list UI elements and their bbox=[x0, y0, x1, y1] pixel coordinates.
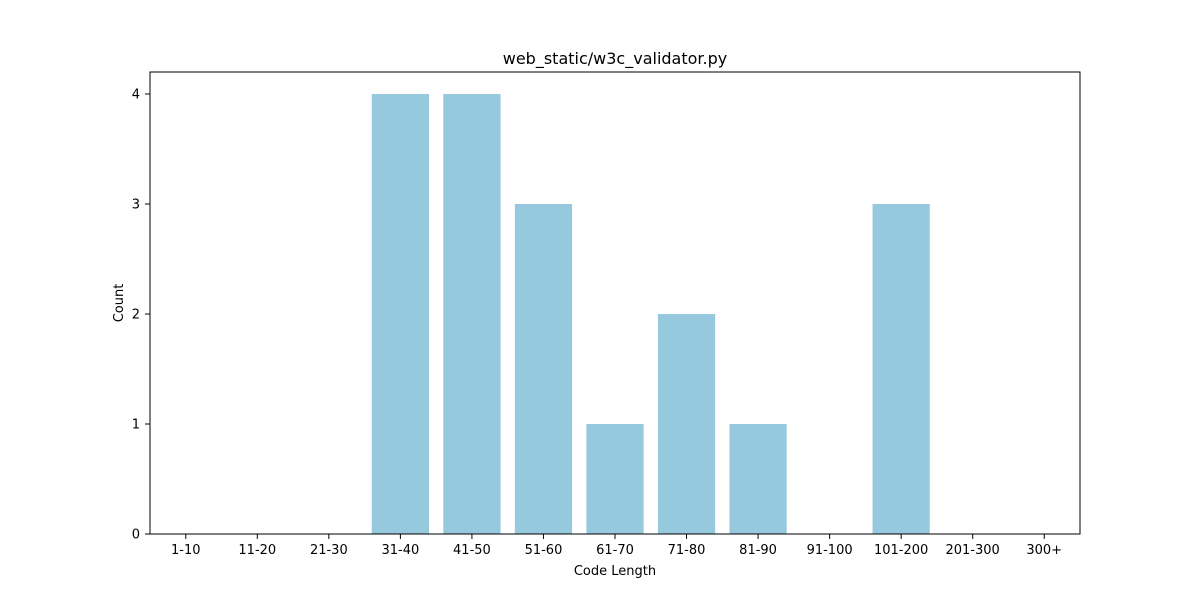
x-tick-label: 101-200 bbox=[874, 543, 928, 558]
x-tick-label: 91-100 bbox=[807, 543, 853, 558]
y-tick-label: 2 bbox=[132, 308, 140, 323]
y-tick-label: 0 bbox=[132, 528, 140, 543]
x-tick-label: 201-300 bbox=[946, 543, 1000, 558]
chart-title: web_static/w3c_validator.py bbox=[503, 49, 727, 69]
bar-61-70 bbox=[586, 424, 644, 534]
y-tick-label: 1 bbox=[132, 418, 140, 433]
bar-71-80 bbox=[657, 314, 716, 534]
plot-area-frame bbox=[149, 71, 1081, 535]
x-tick-label: 41-50 bbox=[453, 543, 491, 558]
x-tick-label: 11-20 bbox=[238, 543, 276, 558]
x-tick-label: 300+ bbox=[1026, 543, 1062, 558]
x-tick-label: 21-30 bbox=[310, 543, 348, 558]
y-axis-ticks: 0 1 2 3 4 bbox=[132, 88, 150, 543]
x-tick-label: 1-10 bbox=[171, 543, 201, 558]
x-axis-label: Code Length bbox=[574, 564, 656, 579]
y-tick-label: 3 bbox=[132, 198, 140, 213]
x-axis-ticks: 1-10 11-20 21-30 31-40 41-50 51-60 61-70 71-80 8… bbox=[171, 534, 1062, 558]
bars-group bbox=[371, 94, 930, 534]
y-tick-label: 4 bbox=[132, 88, 140, 103]
y-axis-label: Count bbox=[112, 284, 127, 323]
bar-41-50 bbox=[443, 94, 501, 534]
x-tick-label: 61-70 bbox=[596, 543, 634, 558]
x-tick-label: 31-40 bbox=[381, 543, 419, 558]
x-tick-label: 71-80 bbox=[668, 543, 706, 558]
bar-81-90 bbox=[729, 424, 787, 534]
x-tick-label: 51-60 bbox=[525, 543, 563, 558]
bar-51-60 bbox=[514, 204, 573, 534]
bar-101-200 bbox=[872, 204, 930, 534]
bar-31-40 bbox=[371, 94, 429, 534]
x-tick-label: 81-90 bbox=[739, 543, 777, 558]
